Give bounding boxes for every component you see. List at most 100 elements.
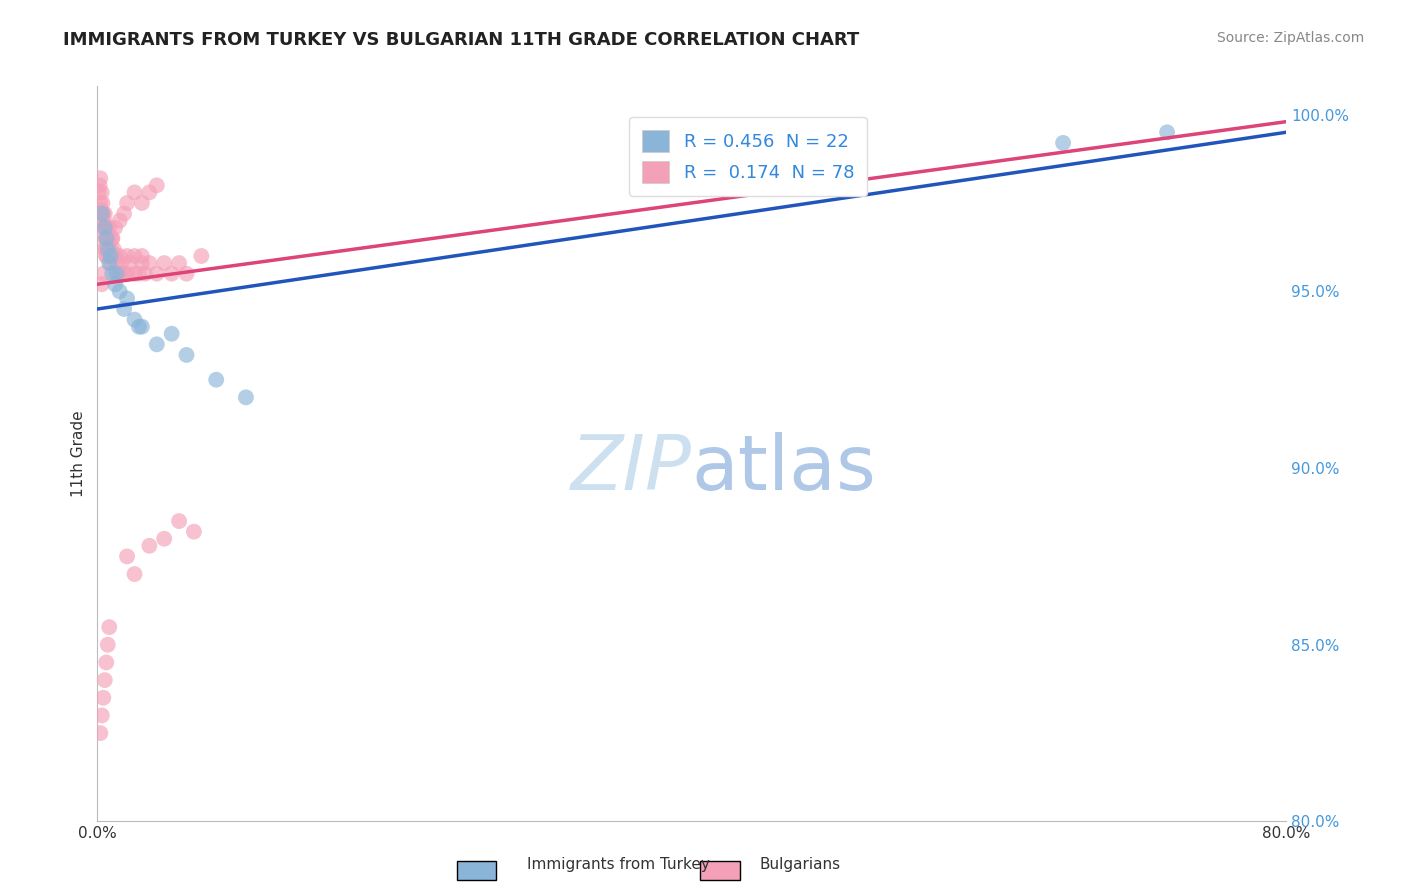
Point (94, 220, 117, 235)
Y-axis label: 11th Grade: 11th Grade (72, 410, 86, 497)
Point (131, 256, 153, 270)
Point (98, 231, 121, 245)
Point (94, 673, 117, 687)
Point (115, 292, 138, 306)
Point (138, 539, 160, 553)
Point (176, 348, 198, 362)
Point (90, 202, 112, 217)
Point (89, 178, 111, 193)
Point (93, 213, 115, 227)
Point (100, 249, 122, 263)
Point (146, 178, 169, 193)
Point (104, 277, 127, 292)
Point (97, 242, 120, 256)
Point (96, 231, 118, 245)
Point (128, 319, 150, 334)
Point (167, 514, 190, 528)
Point (90, 708, 112, 723)
Point (153, 532, 176, 546)
Point (96, 231, 118, 245)
Point (146, 267, 169, 281)
Text: Source: ZipAtlas.com: Source: ZipAtlas.com (1216, 31, 1364, 45)
Point (105, 267, 128, 281)
Point (1052, 136, 1074, 150)
Point (91, 690, 114, 705)
Point (96, 656, 118, 670)
Point (90, 186, 112, 200)
Point (115, 549, 138, 564)
Point (96, 249, 118, 263)
Point (110, 256, 132, 270)
Point (115, 267, 138, 281)
Text: atlas: atlas (692, 432, 876, 506)
Point (94, 206, 117, 220)
Point (160, 326, 183, 341)
Point (98, 256, 121, 270)
Point (97, 242, 120, 256)
Point (205, 373, 228, 387)
Point (90, 213, 112, 227)
Point (108, 267, 131, 281)
Legend: R = 0.456  N = 22, R =  0.174  N = 78: R = 0.456 N = 22, R = 0.174 N = 78 (630, 118, 866, 196)
Point (124, 312, 146, 326)
Point (1156, 125, 1178, 139)
Point (235, 390, 257, 404)
Point (91, 206, 114, 220)
Point (101, 231, 124, 245)
Point (124, 249, 146, 263)
Point (98, 620, 121, 634)
Point (112, 206, 135, 220)
Point (146, 337, 169, 351)
Text: ZIP: ZIP (571, 432, 692, 506)
Point (97, 231, 120, 245)
Point (94, 220, 117, 235)
Point (112, 301, 135, 316)
Point (104, 249, 127, 263)
Point (138, 186, 160, 200)
Point (115, 249, 138, 263)
Point (103, 242, 125, 256)
Text: Immigrants from Turkey: Immigrants from Turkey (527, 857, 710, 872)
Point (108, 213, 131, 227)
Point (115, 196, 138, 211)
Point (98, 249, 121, 263)
Point (96, 220, 118, 235)
Point (131, 196, 153, 211)
Point (128, 267, 150, 281)
Point (100, 256, 122, 270)
Point (94, 242, 117, 256)
Text: Bulgarians: Bulgarians (759, 857, 841, 872)
Point (167, 256, 190, 270)
Point (160, 267, 183, 281)
Point (124, 567, 146, 582)
Point (94, 242, 117, 256)
Point (89, 726, 111, 740)
Point (91, 220, 114, 235)
Point (105, 256, 128, 270)
Point (138, 256, 160, 270)
Point (91, 196, 114, 211)
Point (118, 256, 141, 270)
Point (134, 267, 156, 281)
Point (100, 242, 122, 256)
Point (90, 206, 112, 220)
Point (107, 267, 129, 281)
Text: IMMIGRANTS FROM TURKEY VS BULGARIAN 11TH GRADE CORRELATION CHART: IMMIGRANTS FROM TURKEY VS BULGARIAN 11TH… (63, 31, 859, 49)
Point (98, 220, 121, 235)
Point (190, 249, 212, 263)
Point (89, 171, 111, 186)
Point (94, 231, 117, 245)
Point (97, 638, 120, 652)
Point (96, 249, 118, 263)
Point (131, 319, 153, 334)
Point (97, 231, 120, 245)
Point (124, 186, 146, 200)
Point (153, 256, 176, 270)
Point (112, 267, 135, 281)
Point (89, 196, 111, 211)
Point (108, 249, 131, 263)
Point (101, 249, 124, 263)
Point (183, 524, 205, 539)
Point (176, 267, 198, 281)
Point (104, 220, 127, 235)
